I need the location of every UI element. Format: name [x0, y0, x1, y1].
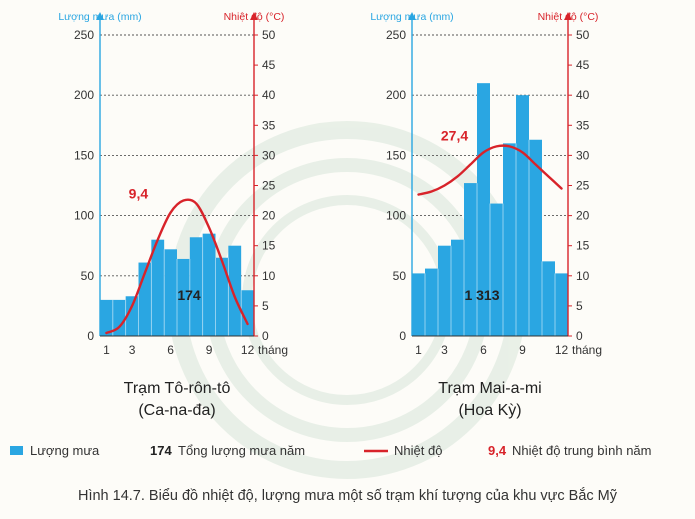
right-axis-arrow — [564, 12, 572, 20]
legend-avg-label: Nhiệt độ trung bình năm — [512, 443, 651, 458]
temperature-line — [105, 198, 249, 335]
x-tick-label: 1 — [415, 343, 422, 357]
right-tick-label: 40 — [576, 88, 590, 102]
total-rain-annotation: 1 313 — [464, 287, 499, 303]
right-tick-label: 40 — [262, 88, 276, 102]
right-tick-label: 30 — [262, 148, 276, 162]
rain-bar — [241, 290, 254, 336]
rain-bar — [202, 233, 216, 336]
x-unit-label: tháng — [258, 343, 288, 357]
rain-bar — [100, 299, 113, 336]
station-name: Trạm Tô-rôn-tô — [124, 380, 231, 397]
avg-temp-annotation: 9,4 — [129, 186, 149, 202]
right-tick-label: 25 — [262, 179, 276, 193]
right-tick-label: 45 — [576, 58, 590, 72]
right-axis-title: Nhiệt độ (°C) — [224, 11, 285, 23]
right-tick-label: 45 — [262, 58, 276, 72]
right-axis-arrow — [250, 12, 258, 20]
legend-temp-label: Nhiệt độ — [394, 443, 442, 458]
right-tick-label: 20 — [576, 209, 590, 223]
x-tick-label: 9 — [206, 343, 213, 357]
left-axis-title: Lượng mưa (mm) — [370, 11, 453, 23]
legend-total-label: Tổng lượng mưa năm — [178, 443, 305, 458]
right-tick-label: 0 — [576, 329, 583, 343]
rain-bar — [189, 237, 203, 336]
rain-bar — [542, 261, 555, 336]
avg-temp-annotation: 27,4 — [441, 127, 468, 143]
x-tick-label: 3 — [129, 343, 136, 357]
rain-bar — [412, 273, 425, 336]
legend-avg-value: 9,4 — [488, 443, 507, 458]
figure-caption: Hình 14.7. Biểu đồ nhiệt độ, lượng mưa m… — [77, 488, 617, 504]
chart-station-1: 0 50 100 150 200 250 0 5 10 15 20 25 30 35 40 45 50 1 3 6 9 1… — [58, 11, 288, 419]
x-tick-label: 12 — [241, 343, 255, 357]
right-tick-label: 50 — [576, 28, 590, 42]
left-axis-title: Lượng mưa (mm) — [58, 11, 141, 23]
right-tick-label: 0 — [262, 329, 269, 343]
legend-rain-label: Lượng mưa — [30, 443, 100, 458]
right-tick-label: 15 — [262, 239, 276, 253]
right-tick-label: 30 — [576, 148, 590, 162]
rain-bar — [151, 239, 165, 336]
left-axis-arrow — [408, 12, 416, 20]
rain-bar — [215, 257, 229, 336]
station-country: (Hoa Kỳ) — [458, 402, 521, 419]
left-tick-label: 150 — [74, 148, 94, 162]
x-tick-label: 12 — [555, 343, 569, 357]
left-axis-arrow — [96, 12, 104, 20]
right-tick-label: 10 — [262, 269, 276, 283]
right-tick-label: 5 — [576, 299, 583, 313]
right-tick-label: 35 — [576, 118, 590, 132]
station-country: (Ca-na-đa) — [138, 402, 215, 419]
left-tick-label: 50 — [81, 269, 95, 283]
rain-bar — [125, 296, 139, 336]
left-tick-label: 0 — [399, 329, 406, 343]
station-name: Trạm Mai-a-mi — [438, 380, 541, 397]
rain-bar — [477, 83, 490, 336]
x-tick-label: 6 — [480, 343, 487, 357]
rain-bar — [164, 249, 177, 336]
rain-bar — [112, 299, 126, 336]
total-rain-annotation: 174 — [177, 287, 201, 303]
x-unit-label: tháng — [572, 343, 602, 357]
left-tick-label: 150 — [386, 148, 406, 162]
left-tick-label: 100 — [386, 209, 406, 223]
rain-bar — [451, 239, 464, 336]
rain-bar — [438, 245, 451, 336]
right-tick-label: 20 — [262, 209, 276, 223]
rain-bar — [228, 245, 242, 336]
right-tick-label: 35 — [262, 118, 276, 132]
rain-bar — [464, 183, 477, 336]
left-tick-label: 250 — [386, 28, 406, 42]
left-tick-label: 0 — [87, 329, 94, 343]
rain-bar — [516, 95, 529, 336]
chart-station-2: 0 50 100 150 200 250 0 5 10 15 20 25 30 35 40 45 50 1 3 6 9 1… — [370, 11, 602, 419]
left-tick-label: 50 — [393, 269, 407, 283]
right-tick-label: 5 — [262, 299, 269, 313]
right-tick-label: 15 — [576, 239, 590, 253]
right-tick-label: 10 — [576, 269, 590, 283]
right-tick-label: 50 — [262, 28, 276, 42]
left-tick-label: 200 — [74, 88, 94, 102]
rain-bar — [529, 139, 542, 336]
legend-total-value: 174 — [150, 443, 172, 458]
legend: Lượng mưa 174 Tổng lượng mưa năm Nhiệt độ 9,… — [10, 443, 651, 458]
left-tick-label: 200 — [386, 88, 406, 102]
legend-rain-swatch — [10, 446, 23, 455]
right-tick-label: 25 — [576, 179, 590, 193]
x-tick-label: 9 — [519, 343, 526, 357]
rain-bar — [177, 258, 190, 336]
rain-bar — [503, 143, 516, 336]
rain-bar — [425, 268, 438, 336]
x-tick-label: 6 — [167, 343, 174, 357]
temperature-line — [417, 144, 563, 196]
x-tick-label: 3 — [441, 343, 448, 357]
rain-bar — [555, 273, 568, 336]
x-tick-label: 1 — [103, 343, 110, 357]
right-axis-title: Nhiệt độ (°C) — [538, 11, 599, 23]
left-tick-label: 100 — [74, 209, 94, 223]
rain-bar — [490, 203, 503, 336]
left-tick-label: 250 — [74, 28, 94, 42]
